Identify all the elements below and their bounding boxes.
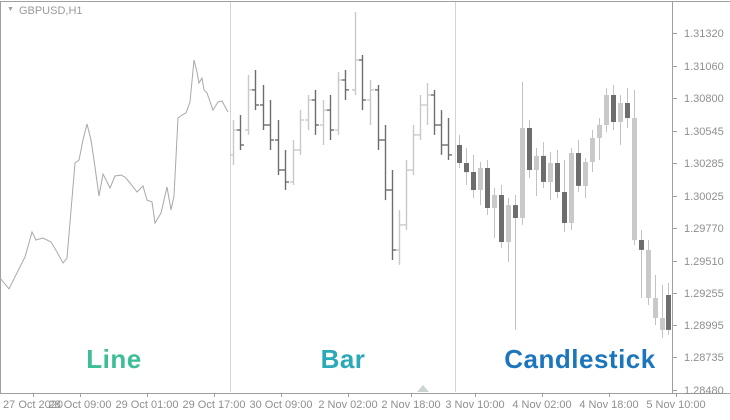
symbol-period-label: GBPUSD,H1: [18, 5, 83, 17]
y-axis-label: 1.31320: [684, 28, 724, 40]
candle-body: [499, 195, 504, 242]
x-axis-label: 2 Nov 18:00: [381, 399, 440, 411]
y-axis-label: 1.29510: [684, 256, 724, 268]
candle-body: [534, 155, 539, 170]
candle-body: [625, 103, 630, 118]
y-axis-label: 1.30025: [684, 191, 724, 203]
y-axis-label: 1.30285: [684, 158, 724, 170]
x-axis-label: 30 Oct 09:00: [250, 399, 313, 411]
symbol-dropdown-icon[interactable]: ▼: [7, 6, 14, 13]
time-scale[interactable]: [0, 394, 730, 420]
x-axis-label: 3 Nov 10:00: [445, 399, 504, 411]
x-axis-label: 4 Nov 02:00: [512, 399, 571, 411]
candle-body: [541, 155, 546, 182]
chart-plot-area[interactable]: [1, 1, 672, 393]
time-marker-icon: [417, 385, 429, 392]
x-axis-label: 29 Oct 17:00: [183, 399, 246, 411]
candle-body: [660, 318, 665, 330]
x-axis-label: 4 Nov 18:00: [579, 399, 638, 411]
candle-body: [485, 168, 490, 208]
symbol-title: ▼ GBPUSD,H1: [7, 5, 83, 17]
candle-body: [478, 168, 483, 190]
candle-body: [555, 163, 560, 192]
x-axis-label: 28 Oct 09:00: [49, 399, 112, 411]
price-scale[interactable]: [673, 1, 730, 393]
candle-body: [604, 95, 609, 125]
candle-body: [666, 295, 671, 330]
candle-body: [646, 250, 651, 298]
candle-body: [597, 125, 602, 138]
candle-body: [653, 298, 658, 318]
y-axis-label: 1.29255: [684, 288, 724, 300]
candle-body: [520, 128, 525, 218]
candle-body: [618, 103, 623, 122]
candle-body: [471, 172, 476, 190]
candle-body: [457, 145, 462, 163]
candle-body: [506, 205, 511, 243]
x-axis-label: 29 Oct 01:00: [116, 399, 179, 411]
section-label-line: Line: [86, 344, 142, 374]
x-axis-label: 5 Nov 10:00: [646, 399, 705, 411]
y-axis-label: 1.29770: [684, 223, 724, 235]
y-axis-label: 1.30545: [684, 126, 724, 138]
y-axis-label: 1.28735: [684, 352, 724, 364]
section-label-candlestick: Candlestick: [504, 344, 656, 374]
x-axis-label: 2 Nov 02:00: [318, 399, 377, 411]
candle-body: [583, 162, 588, 186]
candle-body: [464, 163, 469, 173]
x-axis-label: 27 Oct 2020: [3, 399, 63, 411]
candle-body: [562, 192, 567, 223]
candle-body: [611, 95, 616, 122]
line-series: [0, 59, 229, 290]
candle-body: [527, 128, 532, 170]
candle-body: [548, 163, 553, 182]
y-axis-label: 1.28480: [684, 385, 724, 397]
y-axis-label: 1.31060: [684, 61, 724, 73]
section-label-bar: Bar: [320, 344, 366, 374]
candle-body: [569, 153, 574, 223]
candle-body: [492, 195, 497, 208]
candle-body: [639, 240, 644, 250]
candle-body: [513, 205, 518, 218]
y-axis-label: 1.28995: [684, 320, 724, 332]
candle-body: [632, 118, 637, 241]
candle-body: [590, 138, 595, 162]
candle-body: [576, 153, 581, 186]
y-axis-label: 1.30800: [684, 93, 724, 105]
